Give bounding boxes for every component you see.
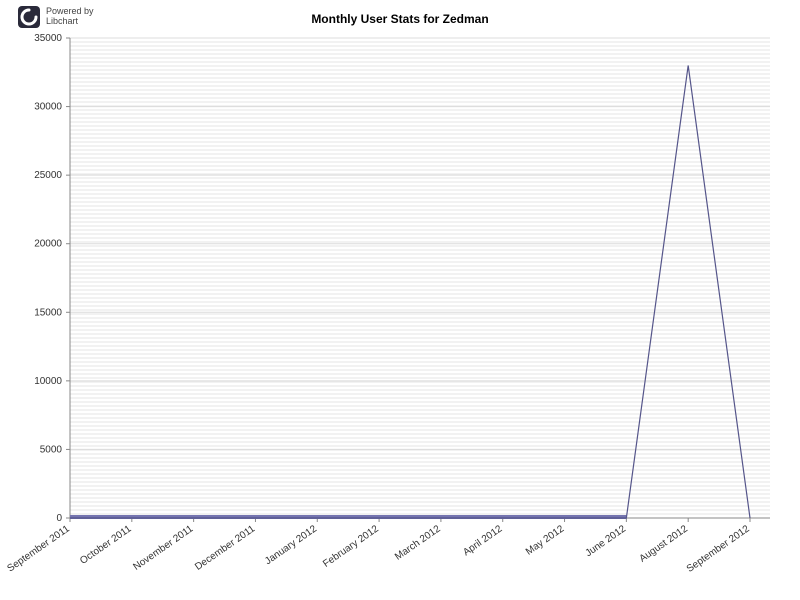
chart-title: Monthly User Stats for Zedman [0, 12, 800, 26]
x-tick-label: September 2012 [685, 523, 752, 575]
grid [70, 38, 770, 518]
y-tick-label: 35000 [34, 33, 62, 44]
x-tick-label: March 2012 [393, 523, 443, 563]
y-tick-label: 25000 [34, 170, 62, 181]
y-tick-label: 5000 [40, 444, 63, 455]
x-tick-labels: September 2011October 2011November 2011D… [5, 518, 752, 575]
x-tick-label: June 2012 [584, 523, 629, 559]
x-tick-label: August 2012 [638, 523, 691, 564]
y-tick-label: 0 [56, 513, 62, 524]
x-tick-label: May 2012 [524, 523, 567, 557]
y-tick-label: 15000 [34, 307, 62, 318]
y-tick-label: 20000 [34, 239, 62, 250]
x-tick-label: January 2012 [263, 523, 319, 567]
y-tick-labels: 0 5000 10000 15000 20000 25000 30000 35000 [34, 33, 70, 524]
x-tick-label: November 2011 [131, 523, 195, 573]
chart-area: 05000100001500020000250003000035000 Sept… [70, 38, 770, 518]
y-tick-label: 30000 [34, 102, 62, 113]
y-tick-label: 10000 [34, 376, 62, 387]
x-tick-label: December 2011 [193, 523, 257, 573]
x-tick-label: September 2011 [5, 523, 72, 574]
x-tick-label: April 2012 [461, 523, 505, 558]
x-tick-label: February 2012 [321, 523, 381, 570]
x-tick-label: October 2011 [78, 523, 134, 567]
chart-svg: 05000100001500020000250003000035000 Sept… [70, 38, 770, 518]
